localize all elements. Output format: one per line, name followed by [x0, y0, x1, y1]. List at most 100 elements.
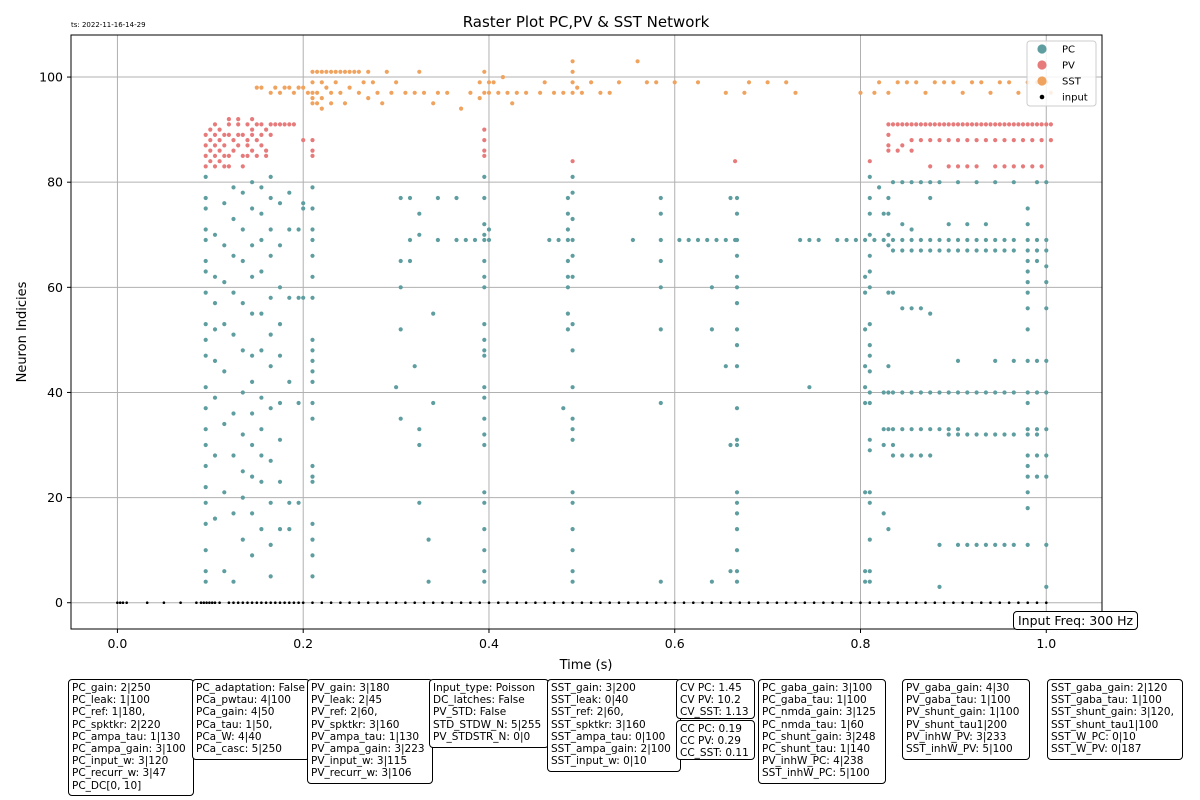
spike-sst — [366, 96, 371, 101]
spike-sst — [496, 90, 501, 95]
spike-pc — [890, 180, 896, 185]
spike-pv — [955, 164, 961, 169]
spike-input — [571, 601, 574, 604]
spike-pc — [695, 237, 701, 243]
spike-sst — [310, 96, 315, 101]
spike-pc — [426, 579, 431, 584]
spike-pc — [287, 295, 292, 300]
spike-pc — [203, 322, 208, 327]
param-line: SST_leak: 0|40 — [551, 694, 629, 707]
spike-input — [729, 601, 732, 604]
spike-pc — [946, 432, 951, 437]
spike-input — [459, 601, 463, 604]
param-box-pv: PV_gain: 3|180 PV_leak: 2|45 PV_ref: 2|60,… — [307, 679, 433, 784]
spike-pc — [240, 258, 245, 264]
spike-pc — [203, 579, 208, 584]
spike-pc — [630, 237, 636, 243]
spike-pc — [928, 237, 933, 243]
spike-pc — [900, 306, 905, 311]
spike-pv — [245, 143, 250, 148]
spike-pc — [212, 301, 218, 306]
spike-pc — [1044, 474, 1049, 479]
spike-pc — [570, 416, 575, 421]
spike-pc — [1044, 358, 1049, 363]
spike-pc — [900, 390, 905, 395]
spike-sst — [635, 59, 640, 64]
spike-sst — [542, 80, 547, 85]
spike-pc — [482, 416, 487, 421]
spike-input — [202, 601, 206, 604]
spike-pv — [203, 164, 208, 169]
spike-pv — [291, 122, 296, 127]
spike-pc — [867, 285, 872, 290]
spike-pc — [723, 364, 728, 369]
spike-pc — [867, 490, 872, 495]
spike-pc — [277, 527, 283, 532]
spike-pv — [217, 127, 222, 132]
x-axis-label: Time (s) — [559, 658, 613, 673]
spike-pv — [946, 122, 951, 127]
spike-sst — [858, 90, 863, 95]
spike-pc — [482, 432, 487, 437]
spike-pc — [1044, 306, 1049, 311]
spike-sst — [644, 80, 650, 85]
spike-pv — [1002, 164, 1007, 169]
spike-pc — [240, 348, 245, 353]
spike-sst — [361, 80, 366, 85]
param-line: PCa_gain: 4|50 — [196, 706, 275, 719]
spike-pc — [310, 253, 315, 258]
param-line: SST_gain: 3|200 — [551, 682, 636, 694]
spike-sst — [370, 80, 375, 85]
spike-pc — [965, 222, 970, 227]
spike-pc — [1011, 390, 1016, 395]
spike-pc — [734, 548, 740, 553]
spike-sst — [315, 101, 320, 106]
spike-pc — [203, 442, 208, 448]
spike-pc — [482, 548, 487, 553]
spike-pc — [886, 527, 891, 532]
spike-pc — [881, 390, 886, 395]
spike-sst — [329, 69, 334, 74]
spike-pv — [240, 164, 245, 169]
spike-pc — [203, 385, 208, 390]
spike-sst — [1016, 90, 1021, 95]
spike-pc — [993, 358, 998, 363]
spike-pc — [417, 232, 422, 237]
spike-input — [250, 601, 254, 604]
spike-pv — [937, 138, 942, 143]
spike-input — [376, 601, 379, 604]
spike-pc — [1044, 542, 1049, 548]
spike-pc — [259, 453, 264, 458]
spike-sst — [932, 80, 937, 85]
spike-pv — [1016, 122, 1021, 127]
spike-pc — [886, 364, 891, 369]
spike-pc — [277, 243, 283, 248]
spike-pc — [734, 364, 740, 369]
spike-pc — [658, 285, 663, 290]
param-line: SST_gaba_tau: 1|100 — [1051, 694, 1162, 707]
spike-sst — [784, 80, 789, 85]
spike-input — [942, 601, 946, 604]
spike-pc — [1002, 432, 1007, 437]
spike-pc — [983, 542, 989, 548]
spike-input — [701, 601, 704, 604]
spike-sst — [482, 90, 487, 95]
spike-pc — [734, 579, 740, 584]
spike-pv — [928, 138, 933, 143]
spike-sst — [746, 80, 752, 85]
spike-pc — [844, 237, 849, 243]
spike-pc — [867, 369, 872, 374]
spike-pv — [1020, 122, 1026, 127]
param-line: PC_gain: 2|250 — [72, 682, 151, 694]
spike-pv — [310, 148, 315, 153]
chart-title: Raster Plot PC,PV & SST Network — [463, 13, 710, 31]
spike-pc — [310, 237, 315, 243]
spike-input — [274, 601, 277, 604]
spike-pc — [240, 227, 245, 232]
spike-pc — [965, 542, 970, 548]
scatter-points — [116, 59, 1053, 604]
spike-pc — [872, 237, 877, 243]
spike-pc — [863, 290, 868, 295]
spike-pc — [570, 190, 575, 195]
spike-pc — [1002, 542, 1007, 548]
